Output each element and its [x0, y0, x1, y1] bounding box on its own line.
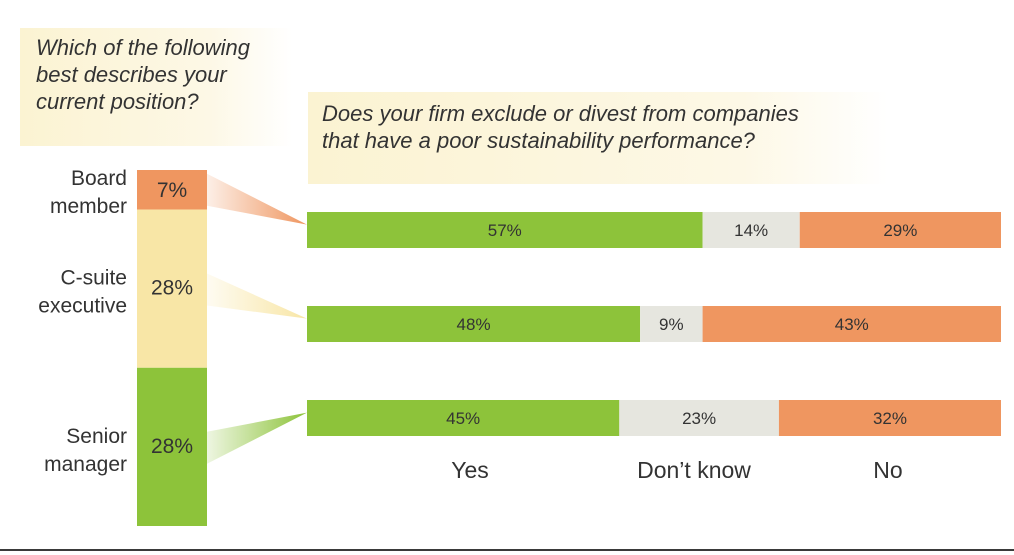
bar-1-dontknow — [640, 306, 703, 342]
legend-label-1: Don’t know — [637, 457, 751, 483]
bar-label-0-0: 57% — [488, 221, 522, 240]
bottom-rule — [0, 549, 1014, 551]
legend-label-2: No — [873, 457, 902, 483]
bar-label-1-0: 48% — [457, 315, 491, 334]
bar-label-2-0: 45% — [446, 409, 480, 428]
left-question-line-1: Which of the following — [36, 35, 250, 60]
connector-wedge-0 — [207, 173, 307, 225]
position-segment-0 — [137, 170, 207, 210]
right-question-line-2: that have a poor sustainability performa… — [322, 128, 755, 153]
bar-2-dontknow — [619, 400, 779, 436]
connector-wedge-2 — [207, 412, 307, 464]
bar-1-no — [702, 306, 1001, 342]
position-segment-1 — [137, 209, 207, 368]
bar-0-dontknow — [702, 212, 800, 248]
bar-0-no — [799, 212, 1001, 248]
bar-0-yes — [307, 212, 703, 248]
left-question-box: Which of the following best describes yo… — [20, 28, 292, 146]
connector-wedge-1 — [207, 273, 307, 319]
bar-label-0-2: 29% — [883, 221, 917, 240]
right-question-box: Does your firm exclude or divest from co… — [308, 92, 888, 184]
bar-label-1-2: 43% — [835, 315, 869, 334]
position-value-label-1: 28% — [151, 277, 193, 300]
bar-label-1-1: 9% — [659, 315, 684, 334]
bar-2-yes — [307, 400, 620, 436]
position-segment-2 — [137, 367, 207, 526]
left-question-line-2: best describes your — [36, 62, 227, 87]
left-question-line-3: current position? — [36, 89, 199, 114]
bar-label-2-1: 23% — [682, 409, 716, 428]
bar-2-no — [778, 400, 1001, 436]
bar-label-0-1: 14% — [734, 221, 768, 240]
right-question-line-1: Does your firm exclude or divest from co… — [322, 101, 799, 126]
position-category-label-2: Senior manager — [44, 425, 127, 476]
bar-1-yes — [307, 306, 641, 342]
bar-label-2-2: 32% — [873, 409, 907, 428]
position-value-label-2: 28% — [151, 435, 193, 458]
position-category-label-1: C-suite executive — [38, 267, 127, 318]
position-value-label-0: 7% — [157, 179, 187, 202]
position-category-label-0: Board member — [50, 167, 127, 218]
legend-label-0: Yes — [451, 457, 489, 483]
